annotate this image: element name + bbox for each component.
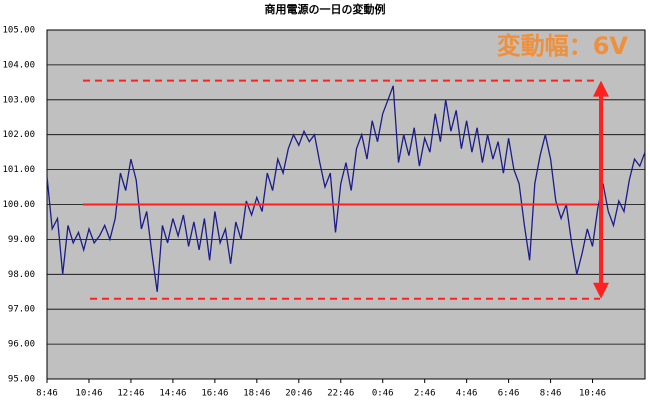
x-tick-label: 16:46 bbox=[201, 389, 228, 399]
arrow-head bbox=[593, 282, 609, 299]
x-tick-label: 2:46 bbox=[414, 389, 436, 399]
x-tick-label: 20:46 bbox=[285, 389, 312, 399]
y-tick-label: 95.00 bbox=[8, 375, 35, 385]
y-tick-label: 104.00 bbox=[2, 60, 35, 70]
x-tick-label: 22:46 bbox=[327, 389, 354, 399]
x-tick-label: 4:46 bbox=[456, 389, 478, 399]
y-tick-label: 102.00 bbox=[2, 130, 35, 140]
data-line bbox=[46, 85, 646, 292]
y-tick-label: 98.00 bbox=[8, 270, 35, 280]
x-tick-label: 18:46 bbox=[243, 389, 270, 399]
annotation: 変動幅：6V bbox=[497, 32, 629, 60]
x-tick-label: 6:46 bbox=[498, 389, 520, 399]
y-tick-label: 96.00 bbox=[8, 340, 35, 350]
chart-title: 商用電源の一日の変動例 bbox=[265, 2, 386, 16]
x-tick-label: 10:46 bbox=[75, 389, 102, 399]
x-tick-label: 0:46 bbox=[372, 389, 394, 399]
x-tick-label: 10:46 bbox=[579, 389, 606, 399]
y-tick-label: 100.00 bbox=[2, 200, 35, 210]
x-tick-label: 8:46 bbox=[36, 389, 58, 399]
y-tick-label: 103.00 bbox=[2, 95, 35, 105]
x-tick-label: 14:46 bbox=[159, 389, 186, 399]
y-tick-label: 97.00 bbox=[8, 305, 35, 315]
y-tick-label: 105.00 bbox=[2, 26, 35, 36]
y-tick-label: 101.00 bbox=[2, 165, 35, 175]
x-tick-label: 8:46 bbox=[540, 389, 562, 399]
x-tick-label: 12:46 bbox=[117, 389, 144, 399]
arrow-head bbox=[593, 80, 609, 97]
y-tick-label: 99.00 bbox=[8, 235, 35, 245]
